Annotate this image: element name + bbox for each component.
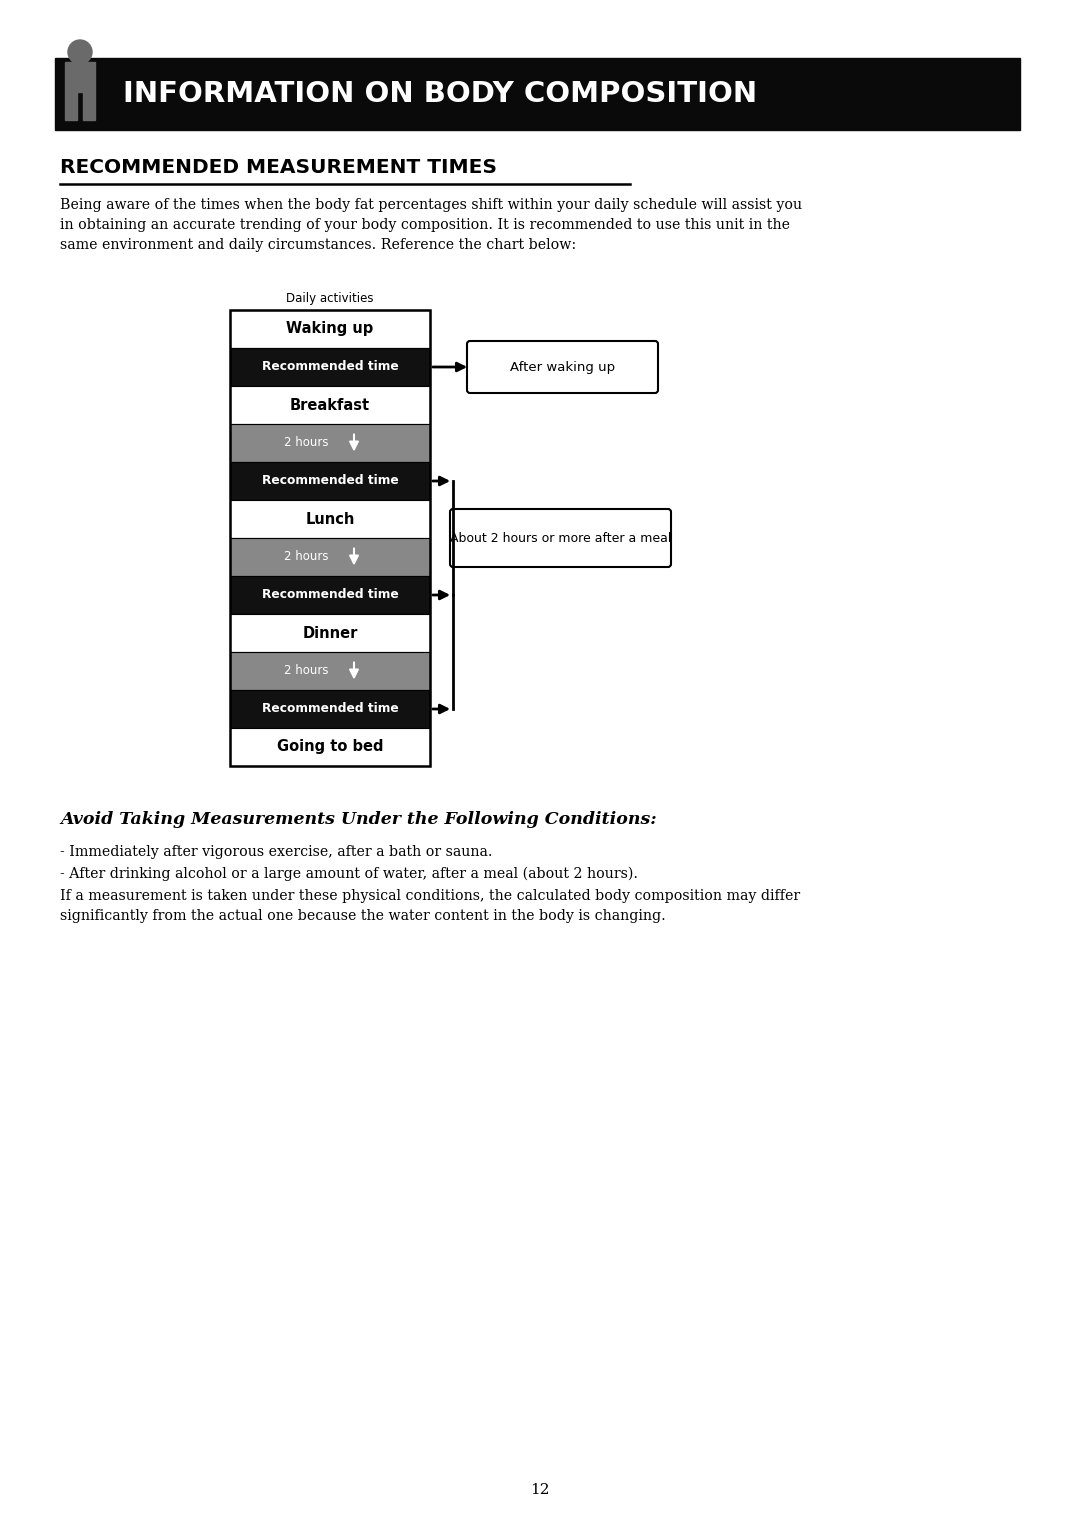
Text: After waking up: After waking up [510, 361, 616, 373]
Text: If a measurement is taken under these physical conditions, the calculated body c: If a measurement is taken under these ph… [60, 889, 800, 923]
Bar [230, 310, 430, 766]
Text: Recommended time: Recommended time [261, 703, 399, 715]
Bar [230, 614, 430, 652]
Bar [65, 92, 77, 121]
Text: 12: 12 [530, 1484, 550, 1497]
Text: 2 hours: 2 hours [284, 550, 328, 564]
Bar [230, 727, 430, 766]
Text: Avoid Taking Measurements Under the Following Conditions:: Avoid Taking Measurements Under the Foll… [60, 811, 657, 828]
Text: - After drinking alcohol or a large amount of water, after a meal (about 2 hours: - After drinking alcohol or a large amou… [60, 866, 638, 882]
Circle shape [68, 40, 92, 64]
Text: Breakfast: Breakfast [289, 397, 370, 413]
FancyBboxPatch shape [450, 509, 671, 567]
Text: About 2 hours or more after a meal: About 2 hours or more after a meal [449, 532, 671, 544]
Text: Recommended time: Recommended time [261, 361, 399, 373]
Bar [230, 461, 430, 500]
Bar [230, 348, 430, 387]
Bar [230, 423, 430, 461]
Bar [230, 576, 430, 614]
Text: 2 hours: 2 hours [284, 665, 328, 677]
Bar [230, 538, 430, 576]
Text: Lunch: Lunch [306, 512, 354, 527]
FancyBboxPatch shape [467, 341, 658, 393]
Bar [230, 310, 430, 348]
Bar [230, 691, 430, 727]
Text: 2 hours: 2 hours [284, 437, 328, 449]
Text: Dinner: Dinner [302, 625, 357, 640]
Bar [83, 92, 95, 121]
Text: Waking up: Waking up [286, 321, 374, 336]
Text: Daily activities: Daily activities [286, 292, 374, 306]
Text: Recommended time: Recommended time [261, 475, 399, 487]
Bar [55, 58, 1020, 130]
Bar [230, 500, 430, 538]
Text: Being aware of the times when the body fat percentages shift within your daily s: Being aware of the times when the body f… [60, 199, 802, 252]
Text: INFORMATION ON BODY COMPOSITION: INFORMATION ON BODY COMPOSITION [123, 79, 757, 108]
Bar [230, 652, 430, 691]
Text: RECOMMENDED MEASUREMENT TIMES: RECOMMENDED MEASUREMENT TIMES [60, 157, 497, 177]
Bar [230, 387, 430, 423]
Text: Going to bed: Going to bed [276, 740, 383, 755]
Bar [65, 63, 95, 92]
Text: Recommended time: Recommended time [261, 588, 399, 602]
Text: - Immediately after vigorous exercise, after a bath or sauna.: - Immediately after vigorous exercise, a… [60, 845, 492, 859]
